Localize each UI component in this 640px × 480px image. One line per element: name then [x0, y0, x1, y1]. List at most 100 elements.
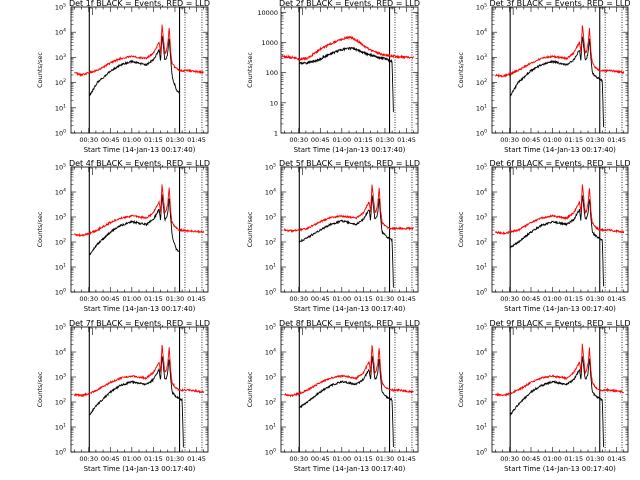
plot-frame [70, 326, 209, 453]
x-tick-label: 01:00 [332, 136, 351, 144]
panel-title: Det 2f BLACK = Events, RED = LLD [279, 0, 420, 8]
x-tick-label: 00:45 [522, 136, 541, 144]
y-tick-label: 103 [55, 213, 66, 222]
x-tick-label: 00:30 [500, 136, 519, 144]
x-axis-label: Start Time (14-Jan-13 00:17:40) [504, 146, 616, 154]
x-tick-label: 01:00 [332, 295, 351, 303]
y-tick-label: 100 [476, 288, 487, 297]
x-tick-label: 01:30 [166, 455, 185, 463]
series-red-lld [494, 184, 625, 236]
x-tick-label: 01:15 [144, 455, 163, 463]
x-axis-label: Start Time (14-Jan-13 00:17:40) [294, 305, 406, 313]
y-tick-label: 101 [55, 103, 66, 112]
x-axis-label: Start Time (14-Jan-13 00:17:40) [294, 465, 406, 473]
y-tick-label: 105 [476, 3, 487, 12]
y-tick-label: 100 [55, 129, 66, 138]
series-red-lld [494, 25, 625, 79]
marker-bracket [510, 327, 514, 335]
series-black-events [509, 36, 605, 128]
y-tick-label: 105 [55, 163, 66, 172]
y-tick-label: 100 [476, 129, 487, 138]
y-tick-label: 101 [476, 263, 487, 272]
y-axis-label: Counts/sec [246, 52, 254, 88]
y-tick-label: 104 [476, 28, 487, 37]
y-tick-label: 101 [265, 263, 276, 272]
x-tick-label: 00:30 [79, 295, 98, 303]
x-tick-label: 00:45 [311, 455, 330, 463]
y-axis-label: Counts/sec [36, 371, 44, 407]
series-red-lld [283, 184, 414, 234]
x-tick-label: 01:45 [187, 136, 206, 144]
x-tick-label: 01:00 [543, 455, 562, 463]
y-tick-label: 104 [55, 348, 66, 357]
y-tick-label: 102 [476, 78, 487, 87]
series-black-events [299, 46, 394, 113]
x-tick-label: 01:00 [543, 136, 562, 144]
x-tick-label: 01:45 [187, 295, 206, 303]
y-tick-label: 10 [270, 99, 278, 107]
x-tick-label: 01:15 [564, 455, 583, 463]
y-tick-label: 100 [55, 288, 66, 297]
panel-det-3: Det 3f BLACK = Events, RED = LLD Counts/s… [457, 0, 631, 154]
panel-det-5: Det 5f BLACK = Events, RED = LLD Counts/s… [246, 159, 420, 313]
x-tick-label: 00:45 [522, 455, 541, 463]
x-tick-label: 01:30 [376, 455, 395, 463]
panel-title: Det 9f BLACK = Events, RED = LLD [489, 319, 630, 328]
y-tick-label: 100 [265, 288, 276, 297]
x-axis-label: Start Time (14-Jan-13 00:17:40) [294, 146, 406, 154]
y-tick-label: 102 [265, 398, 276, 407]
plot-frame [70, 166, 209, 293]
x-tick-label: 01:30 [166, 295, 185, 303]
panel-det-8: Det 8f BLACK = Events, RED = LLD Counts/s… [246, 319, 420, 473]
panel-title: Det 4f BLACK = Events, RED = LLD [69, 159, 210, 168]
x-tick-label: 00:45 [311, 295, 330, 303]
x-tick-label: 00:30 [500, 455, 519, 463]
y-tick-label: 102 [55, 78, 66, 87]
panel-det-4: Det 4f BLACK = Events, RED = LLD Counts/s… [36, 159, 210, 313]
y-tick-label: 103 [265, 373, 276, 382]
y-tick-label: 101 [476, 103, 487, 112]
panel-title: Det 6f BLACK = Events, RED = LLD [489, 159, 630, 168]
marker-bracket [389, 7, 398, 14]
y-tick-label: 100 [266, 69, 278, 77]
x-tick-label: 01:30 [376, 136, 395, 144]
x-tick-label: 00:30 [79, 136, 98, 144]
panel-title: Det 1f BLACK = Events, RED = LLD [69, 0, 210, 8]
panel-det-9: Det 9f BLACK = Events, RED = LLD Counts/s… [457, 319, 631, 473]
y-tick-label: 102 [55, 398, 66, 407]
x-tick-label: 01:15 [354, 455, 373, 463]
marker-bracket [89, 167, 93, 175]
y-tick-label: 1 [274, 130, 278, 138]
x-tick-label: 00:45 [311, 136, 330, 144]
panel-det-1: Det 1f BLACK = Events, RED = LLD Counts/s… [36, 0, 210, 154]
x-tick-label: 01:00 [122, 136, 141, 144]
x-tick-label: 01:45 [397, 455, 416, 463]
y-axis-label: Counts/sec [457, 211, 465, 247]
panel-title: Det 8f BLACK = Events, RED = LLD [279, 319, 420, 328]
x-tick-label: 01:45 [607, 455, 626, 463]
series-black-events [88, 193, 180, 256]
y-tick-label: 103 [55, 373, 66, 382]
panel-det-2: Det 2f BLACK = Events, RED = LLD Counts/s… [246, 0, 420, 154]
series-black-events [510, 195, 605, 287]
plot-frame [280, 6, 419, 134]
y-tick-label: 104 [476, 188, 487, 197]
x-tick-label: 00:30 [289, 455, 308, 463]
x-tick-label: 01:15 [354, 136, 373, 144]
y-tick-label: 1000 [261, 39, 278, 47]
x-tick-label: 01:30 [376, 295, 395, 303]
series-black-events [298, 195, 394, 288]
plot-frame [280, 166, 419, 293]
y-tick-label: 100 [265, 448, 276, 457]
y-tick-label: 102 [55, 238, 66, 247]
x-tick-label: 01:45 [607, 136, 626, 144]
marker-bracket [599, 167, 608, 174]
plot-frame [491, 6, 629, 134]
panel-title: Det 7f BLACK = Events, RED = LLD [69, 319, 210, 328]
y-tick-label: 104 [55, 28, 66, 37]
marker-bracket [510, 167, 514, 175]
series-black-events [298, 355, 394, 448]
y-tick-label: 103 [265, 213, 276, 222]
x-axis-label: Start Time (14-Jan-13 00:17:40) [504, 465, 616, 473]
